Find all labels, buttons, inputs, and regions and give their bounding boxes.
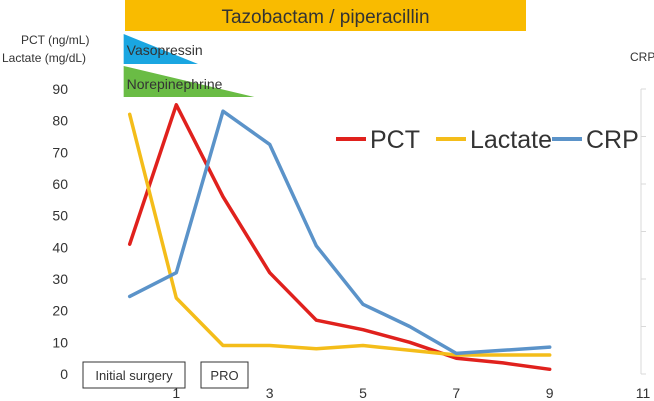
initial-surgery-label: Initial surgery xyxy=(95,368,173,383)
legend-label-crp: CRP xyxy=(586,126,639,154)
series-line-lactate xyxy=(127,112,552,357)
pro-box xyxy=(200,361,249,389)
series-layer xyxy=(127,103,552,372)
x-tick-label: 9 xyxy=(546,385,554,401)
norepinephrine-triangle xyxy=(123,66,255,97)
pro-label: PRO xyxy=(210,368,238,383)
x-tick-label: 7 xyxy=(452,385,460,401)
y-tick-label: 70 xyxy=(52,144,68,160)
antibiotic-label: Tazobactam / piperacillin xyxy=(221,7,429,28)
x-tick-label: 1 xyxy=(172,385,180,401)
left-axis-label-lactate: Lactate (mg/dL) xyxy=(2,51,86,65)
right-axis-label-crp: CRP xyxy=(630,50,654,64)
legend-label-pct: PCT xyxy=(370,126,420,154)
x-tick-label: 5 xyxy=(359,385,367,401)
y-tick-label: 80 xyxy=(52,113,68,129)
y-tick-label: 20 xyxy=(52,303,68,319)
x-tick-label: 11 xyxy=(636,385,651,401)
x-axis-ticks: 1 3 5 7 9 11 xyxy=(172,385,650,401)
initial-surgery-box xyxy=(82,361,186,389)
series-line-crp xyxy=(127,109,552,356)
y-axis-ticks: 0 10 20 30 40 50 60 70 80 90 xyxy=(52,81,68,382)
antibiotic-bar xyxy=(125,0,526,31)
left-axis-label-pct: PCT (ng/mL) xyxy=(21,33,89,47)
vasopressin-label: Vasopressin xyxy=(127,42,203,58)
legend-label-lactate: Lactate xyxy=(470,126,552,154)
series-line-pct xyxy=(127,103,552,372)
y-tick-label: 40 xyxy=(52,239,68,255)
y-tick-label: 30 xyxy=(52,271,68,287)
y-tick-label: 90 xyxy=(52,81,68,97)
norepinephrine-label: Norepinephrine xyxy=(127,76,223,92)
y-tick-label: 10 xyxy=(52,334,68,350)
y-tick-label: 0 xyxy=(60,366,68,382)
right-axis xyxy=(640,88,646,375)
y-tick-label: 60 xyxy=(52,176,68,192)
y-tick-label: 50 xyxy=(52,208,68,224)
legend: PCT Lactate CRP xyxy=(336,126,639,154)
x-tick-label: 3 xyxy=(266,385,274,401)
vasopressin-triangle xyxy=(123,34,198,64)
